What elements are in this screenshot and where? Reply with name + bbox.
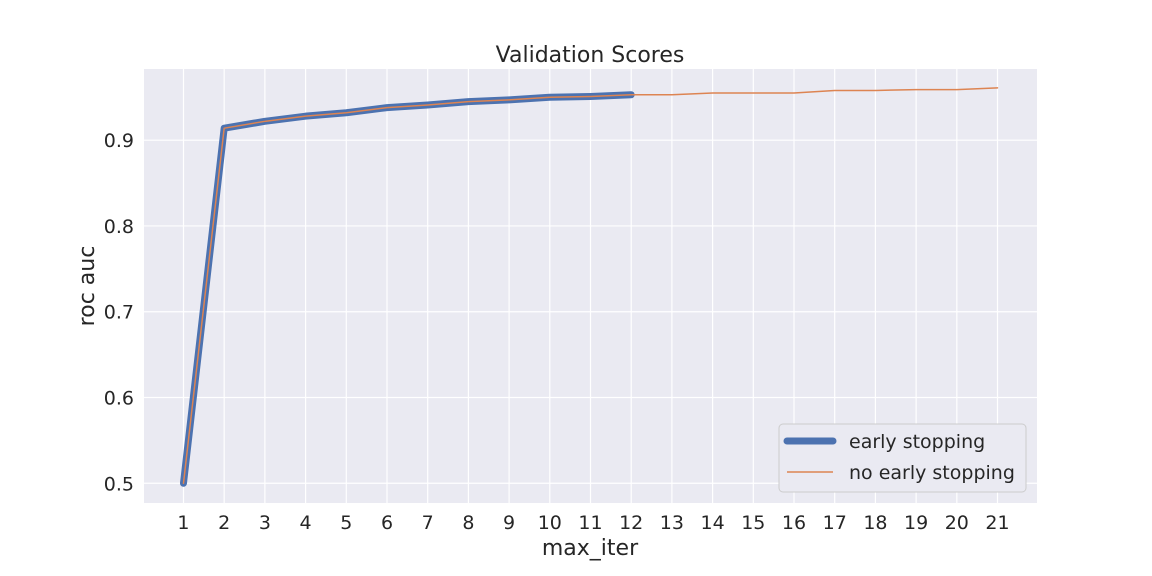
legend-label-no-early-stopping: no early stopping bbox=[849, 462, 1015, 484]
legend-box bbox=[778, 423, 1027, 493]
series-line-no-early-stopping bbox=[182, 87, 999, 485]
x-tick-label: 15 bbox=[741, 512, 765, 534]
x-tick-label: 12 bbox=[619, 512, 643, 534]
x-tick-label: 6 bbox=[381, 512, 393, 534]
x-tick-label: 3 bbox=[259, 512, 271, 534]
x-tick-label: 19 bbox=[904, 512, 928, 534]
x-tick-label: 7 bbox=[422, 512, 434, 534]
legend: early stopping no early stopping bbox=[778, 423, 1027, 493]
x-tick-label: 17 bbox=[823, 512, 847, 534]
x-tick-label: 2 bbox=[218, 512, 230, 534]
y-tick-label: 0.8 bbox=[104, 216, 134, 238]
x-tick-label: 16 bbox=[782, 512, 806, 534]
x-tick-label: 11 bbox=[578, 512, 602, 534]
x-axis: 1 2 3 4 5 6 7 8 9 10 11 12 13 14 15 16 17 18 19 20 21 bbox=[177, 512, 1009, 534]
x-tick-label: 8 bbox=[462, 512, 474, 534]
x-tick-label: 13 bbox=[660, 512, 684, 534]
x-tick-label: 20 bbox=[945, 512, 969, 534]
x-tick-label: 5 bbox=[340, 512, 352, 534]
x-tick-label: 14 bbox=[701, 512, 725, 534]
chart-title: Validation Scores bbox=[496, 43, 685, 68]
y-axis-label: roc auc bbox=[75, 246, 100, 327]
y-axis: 0.5 0.6 0.7 0.8 0.9 bbox=[104, 130, 134, 495]
legend-label-early-stopping: early stopping bbox=[849, 431, 985, 453]
x-tick-label: 10 bbox=[538, 512, 562, 534]
x-tick-label: 4 bbox=[300, 512, 312, 534]
y-tick-label: 0.6 bbox=[104, 388, 134, 410]
x-tick-label: 9 bbox=[503, 512, 515, 534]
x-tick-label: 21 bbox=[985, 512, 1009, 534]
y-tick-label: 0.9 bbox=[104, 130, 134, 152]
series-layer bbox=[179, 87, 999, 487]
x-tick-label: 18 bbox=[863, 512, 887, 534]
y-tick-label: 0.5 bbox=[104, 473, 134, 495]
x-axis-label: max_iter bbox=[542, 536, 639, 561]
x-tick-label: 1 bbox=[177, 512, 189, 534]
y-tick-label: 0.7 bbox=[104, 302, 134, 324]
